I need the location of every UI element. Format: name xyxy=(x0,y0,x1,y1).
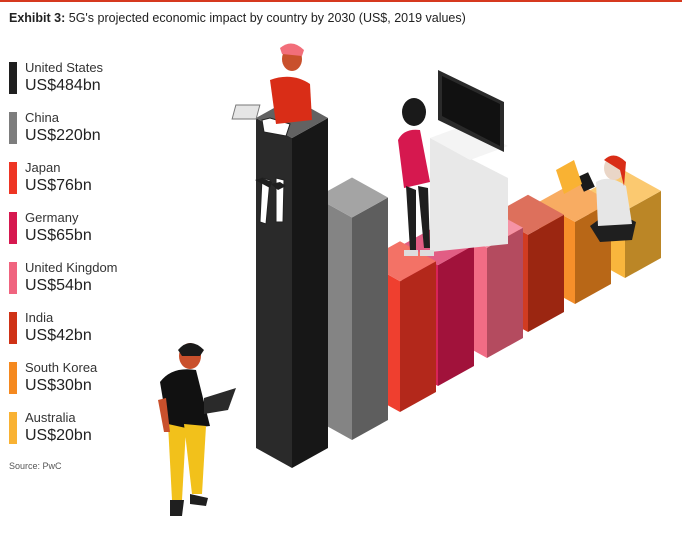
legend-country-label: China xyxy=(25,110,59,125)
legend-country-label: United Kingdom xyxy=(25,260,118,275)
legend-swatch xyxy=(9,412,17,444)
legend-country-label: Germany xyxy=(25,210,79,225)
legend-country-label: Japan xyxy=(25,160,61,175)
legend-value-label: US$54bn xyxy=(25,277,92,294)
legend-swatch xyxy=(9,112,17,144)
person-with-laptop-figure xyxy=(158,343,236,516)
chart-title: Exhibit 3: 5G's projected economic impac… xyxy=(9,11,466,25)
legend-value-label: US$220bn xyxy=(25,127,101,144)
source-note: Source: PwC xyxy=(9,461,62,471)
bar-united-states xyxy=(256,98,328,468)
title-text: 5G's projected economic impact by countr… xyxy=(68,11,466,25)
legend-swatch xyxy=(9,312,17,344)
person-with-tablet-figure xyxy=(556,155,636,242)
legend-swatch xyxy=(9,262,17,294)
person-sitting-on-bar-figure xyxy=(231,43,312,225)
legend-country-label: South Korea xyxy=(25,360,98,375)
legend-country-label: United States xyxy=(25,60,104,75)
legend-value-label: US$65bn xyxy=(25,227,92,244)
legend-swatch xyxy=(9,212,17,244)
legend-swatch xyxy=(9,162,17,194)
legend-value-label: US$76bn xyxy=(25,177,92,194)
header-rule xyxy=(0,0,682,2)
legend-country-label: India xyxy=(25,310,54,325)
legend-value-label: US$30bn xyxy=(25,377,92,394)
exhibit-label: Exhibit 3: xyxy=(9,11,66,25)
legend-swatch xyxy=(9,62,17,94)
legend-value-label: US$20bn xyxy=(25,427,92,444)
person-at-terminal-figure xyxy=(398,70,508,256)
legend-value-label: US$484bn xyxy=(25,77,101,94)
legend-swatch xyxy=(9,362,17,394)
legend-value-label: US$42bn xyxy=(25,327,92,344)
legend-country-label: Australia xyxy=(25,410,76,425)
